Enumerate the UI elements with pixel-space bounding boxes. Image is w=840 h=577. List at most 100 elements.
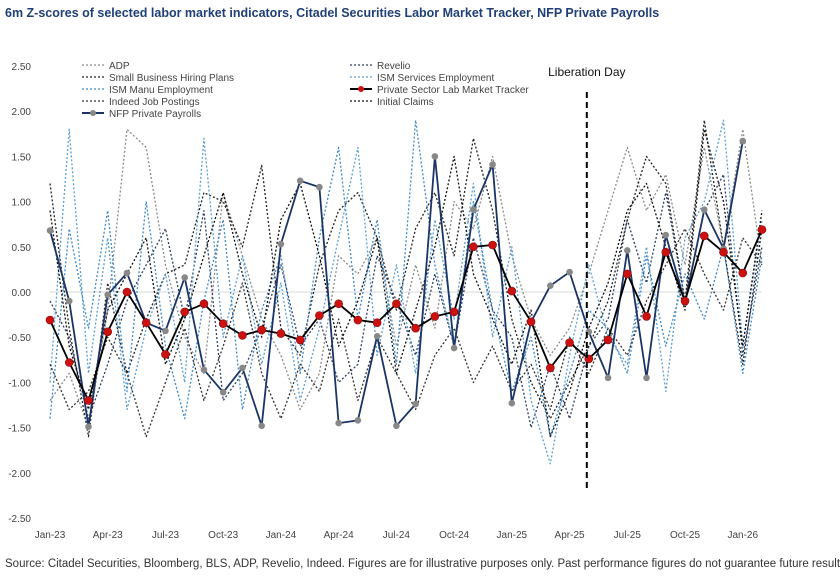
legend-label-initial-claims: Initial Claims xyxy=(377,97,434,108)
data-point-nfp-private-payrolls xyxy=(470,206,477,214)
source-note: Source: Citadel Securities, Bloomberg, B… xyxy=(5,558,840,570)
data-point-private-sector-lab-market-tracker xyxy=(103,327,113,337)
legend-marker-nfp-private-payrolls xyxy=(90,110,96,116)
data-point-nfp-private-payrolls xyxy=(65,297,73,305)
series-line-nfp-private-payrolls xyxy=(49,140,744,428)
data-point-nfp-private-payrolls xyxy=(335,419,342,427)
data-point-nfp-private-payrolls xyxy=(85,423,92,430)
data-point-private-sector-lab-market-tracker xyxy=(757,225,767,234)
data-point-nfp-private-payrolls xyxy=(123,269,131,277)
data-point-nfp-private-payrolls xyxy=(547,282,554,289)
legend-label-small-business-hiring-plans: Small Business Hiring Plans xyxy=(109,73,234,84)
liberation-day-label: Liberation Day xyxy=(548,65,625,79)
legend-label-nfp-private-payrolls: NFP Private Payrolls xyxy=(109,109,201,120)
x-tick-label: Jan-23 xyxy=(35,530,66,541)
series-line-private-sector-lab-market-tracker xyxy=(49,229,763,402)
data-point-nfp-private-payrolls xyxy=(508,399,516,407)
legend-label-indeed-job-postings: Indeed Job Postings xyxy=(109,97,200,108)
data-point-nfp-private-payrolls xyxy=(219,389,227,396)
data-point-nfp-private-payrolls xyxy=(431,153,439,160)
data-point-private-sector-lab-market-tracker xyxy=(430,312,440,321)
data-point-private-sector-lab-market-tracker xyxy=(469,242,478,252)
data-point-private-sector-lab-market-tracker xyxy=(84,396,93,405)
x-tick-label: Jul-25 xyxy=(614,530,642,541)
data-point-private-sector-lab-market-tracker xyxy=(411,323,420,333)
legend-label-ism-services-employment: ISM Services Employment xyxy=(377,73,494,84)
chart-title: 6m Z-scores of selected labor market ind… xyxy=(5,6,660,20)
x-tick-label: Jul-23 xyxy=(152,530,180,541)
data-point-private-sector-lab-market-tracker xyxy=(526,317,536,327)
data-point-nfp-private-payrolls xyxy=(46,227,54,234)
data-point-private-sector-lab-market-tracker xyxy=(392,299,401,309)
data-point-nfp-private-payrolls xyxy=(162,327,169,335)
data-point-private-sector-lab-market-tracker xyxy=(622,269,632,279)
series-line-ism-manu-employment xyxy=(49,119,763,438)
data-point-private-sector-lab-market-tracker xyxy=(180,307,190,317)
data-point-private-sector-lab-market-tracker xyxy=(64,358,74,367)
data-point-nfp-private-payrolls xyxy=(739,137,747,145)
data-point-private-sector-lab-market-tracker xyxy=(565,338,574,347)
y-tick-label: 0.50 xyxy=(12,243,32,254)
data-point-nfp-private-payrolls xyxy=(239,364,246,372)
y-tick-label: 2.00 xyxy=(12,107,32,118)
data-point-nfp-private-payrolls xyxy=(700,206,708,214)
data-point-nfp-private-payrolls xyxy=(277,240,285,248)
series-line-small-business-hiring-plans xyxy=(49,119,763,438)
data-point-private-sector-lab-market-tracker xyxy=(738,268,748,278)
data-point-private-sector-lab-market-tracker xyxy=(161,350,170,359)
series-line-ism-services-employment xyxy=(49,119,763,465)
y-tick-label: -1.50 xyxy=(8,424,31,435)
data-point-nfp-private-payrolls xyxy=(450,344,458,352)
y-tick-label: -2.50 xyxy=(8,514,31,525)
x-tick-label: Apr-23 xyxy=(93,530,123,541)
y-tick-label: 1.00 xyxy=(12,198,32,209)
data-point-nfp-private-payrolls xyxy=(393,422,400,430)
x-tick-label: Jul-24 xyxy=(383,530,411,541)
data-point-nfp-private-payrolls xyxy=(296,177,304,185)
y-tick-label: -2.00 xyxy=(8,469,31,480)
y-tick-label: 2.50 xyxy=(12,62,32,73)
series-line-adp xyxy=(49,128,763,429)
legend-label-adp: ADP xyxy=(109,61,130,72)
x-tick-label: Oct-24 xyxy=(439,530,469,541)
x-tick-label: Jan-25 xyxy=(497,530,528,541)
data-point-nfp-private-payrolls xyxy=(662,231,670,239)
data-point-nfp-private-payrolls xyxy=(566,268,573,276)
data-point-private-sector-lab-market-tracker xyxy=(45,315,55,325)
data-point-nfp-private-payrolls xyxy=(104,291,112,299)
data-point-private-sector-lab-market-tracker xyxy=(199,299,209,309)
legend-label-ism-manu-employment: ISM Manu Employment xyxy=(109,85,213,96)
data-point-private-sector-lab-market-tracker xyxy=(334,299,343,309)
series-line-revelio xyxy=(49,173,763,429)
data-point-private-sector-lab-market-tracker xyxy=(238,331,247,340)
data-point-private-sector-lab-market-tracker xyxy=(546,363,555,373)
legend-label-private-sector-lab-market-tracker: Private Sector Lab Market Tracker xyxy=(377,85,529,96)
y-tick-label: -1.00 xyxy=(8,378,31,389)
legend-marker-private-sector-lab-market-tracker xyxy=(358,86,364,92)
x-tick-label: Oct-23 xyxy=(208,530,238,541)
data-point-private-sector-lab-market-tracker xyxy=(372,318,382,328)
data-point-private-sector-lab-market-tracker xyxy=(699,231,709,241)
data-point-nfp-private-payrolls xyxy=(354,417,362,424)
data-point-private-sector-lab-market-tracker xyxy=(488,240,497,250)
data-point-nfp-private-payrolls xyxy=(643,374,650,382)
data-point-private-sector-lab-market-tracker xyxy=(642,312,651,321)
data-point-nfp-private-payrolls xyxy=(489,161,496,168)
data-point-private-sector-lab-market-tracker xyxy=(719,247,728,257)
data-point-nfp-private-payrolls xyxy=(604,374,612,382)
data-point-private-sector-lab-market-tracker xyxy=(218,319,228,328)
data-point-private-sector-lab-market-tracker xyxy=(141,318,151,328)
series-line-indeed-job-postings xyxy=(49,228,763,438)
y-tick-label: 0.00 xyxy=(12,288,32,299)
data-point-nfp-private-payrolls xyxy=(316,183,323,191)
data-point-private-sector-lab-market-tracker xyxy=(603,335,613,345)
legend-label-revelio: Revelio xyxy=(377,61,411,72)
data-point-nfp-private-payrolls xyxy=(623,247,631,254)
data-point-nfp-private-payrolls xyxy=(258,422,265,430)
data-point-private-sector-lab-market-tracker xyxy=(257,325,266,335)
x-tick-label: Oct-25 xyxy=(670,530,700,541)
y-tick-label: -0.50 xyxy=(8,333,31,344)
data-point-nfp-private-payrolls xyxy=(373,332,381,340)
data-point-nfp-private-payrolls xyxy=(181,274,189,281)
y-tick-label: 1.50 xyxy=(12,152,32,163)
